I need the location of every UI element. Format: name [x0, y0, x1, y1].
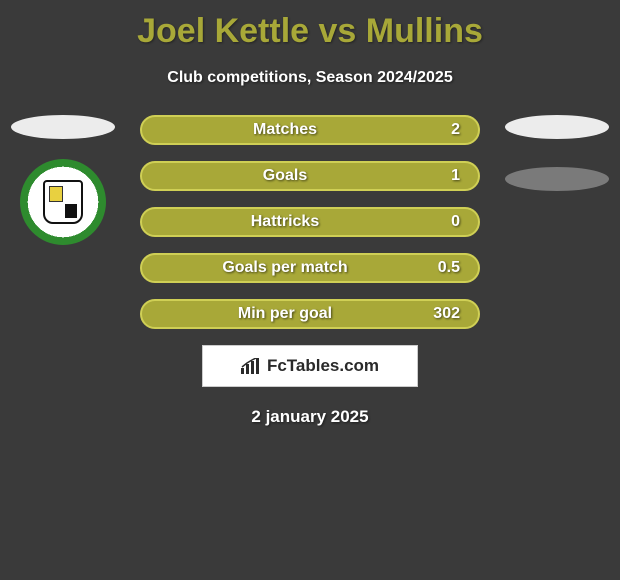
stat-label: Goals per match	[160, 259, 410, 277]
stat-bars: Matches2Goals1Hattricks0Goals per match0…	[140, 115, 480, 329]
subtitle: Club competitions, Season 2024/2025	[0, 69, 620, 87]
stat-value: 0.5	[410, 259, 460, 277]
stat-label: Min per goal	[160, 305, 410, 323]
stat-bar: Goals1	[140, 161, 480, 191]
crest-ring-icon	[20, 159, 106, 245]
stat-bar: Hattricks0	[140, 207, 480, 237]
stat-bar: Matches2	[140, 115, 480, 145]
left-column	[8, 115, 118, 245]
stat-label: Hattricks	[160, 213, 410, 231]
club-crest	[20, 159, 106, 245]
stat-value: 0	[410, 213, 460, 231]
bar-chart-icon	[241, 358, 261, 374]
stat-label: Matches	[160, 121, 410, 139]
page-title: Joel Kettle vs Mullins	[0, 0, 620, 51]
stat-value: 2	[410, 121, 460, 139]
stat-value: 302	[410, 305, 460, 323]
stat-value: 1	[410, 167, 460, 185]
brand-text: FcTables.com	[267, 356, 379, 376]
crest-shield-icon	[43, 180, 83, 224]
date-text: 2 january 2025	[0, 407, 620, 427]
stat-bar: Min per goal302	[140, 299, 480, 329]
comparison-content: Matches2Goals1Hattricks0Goals per match0…	[0, 115, 620, 427]
right-oval-2	[505, 167, 609, 191]
brand-box: FcTables.com	[202, 345, 418, 387]
right-column	[502, 115, 612, 191]
left-oval-placeholder	[11, 115, 115, 139]
stat-label: Goals	[160, 167, 410, 185]
stat-bar: Goals per match0.5	[140, 253, 480, 283]
right-oval-1	[505, 115, 609, 139]
